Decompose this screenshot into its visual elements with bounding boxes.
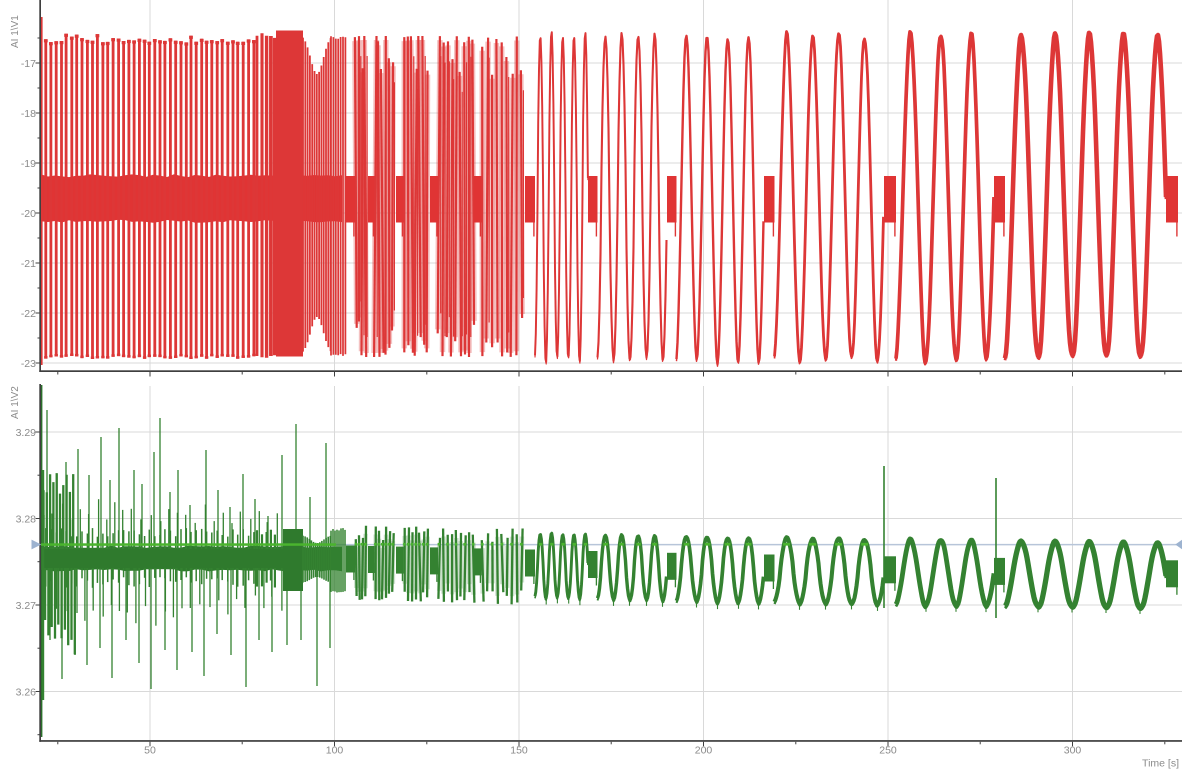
svg-text:50: 50 <box>144 745 156 757</box>
svg-text:-20: -20 <box>21 208 36 220</box>
svg-text:Time [s]: Time [s] <box>1142 758 1179 770</box>
svg-text:-18: -18 <box>21 108 36 120</box>
svg-text:-21: -21 <box>21 258 36 270</box>
svg-text:AI 1\V1: AI 1\V1 <box>10 15 21 48</box>
svg-text:-23: -23 <box>21 358 36 370</box>
svg-text:-22: -22 <box>21 308 36 320</box>
svg-text:3.29: 3.29 <box>16 427 37 439</box>
svg-text:-17: -17 <box>21 58 36 70</box>
svg-text:AI 1\V2: AI 1\V2 <box>10 386 21 419</box>
svg-text:3.27: 3.27 <box>16 600 37 612</box>
svg-text:3.26: 3.26 <box>16 687 37 699</box>
svg-text:-19: -19 <box>21 158 36 170</box>
svg-text:100: 100 <box>326 745 344 757</box>
svg-text:200: 200 <box>695 745 713 757</box>
svg-text:3.28: 3.28 <box>16 514 37 526</box>
svg-text:300: 300 <box>1064 745 1082 757</box>
svg-text:150: 150 <box>510 745 528 757</box>
svg-text:250: 250 <box>879 745 897 757</box>
